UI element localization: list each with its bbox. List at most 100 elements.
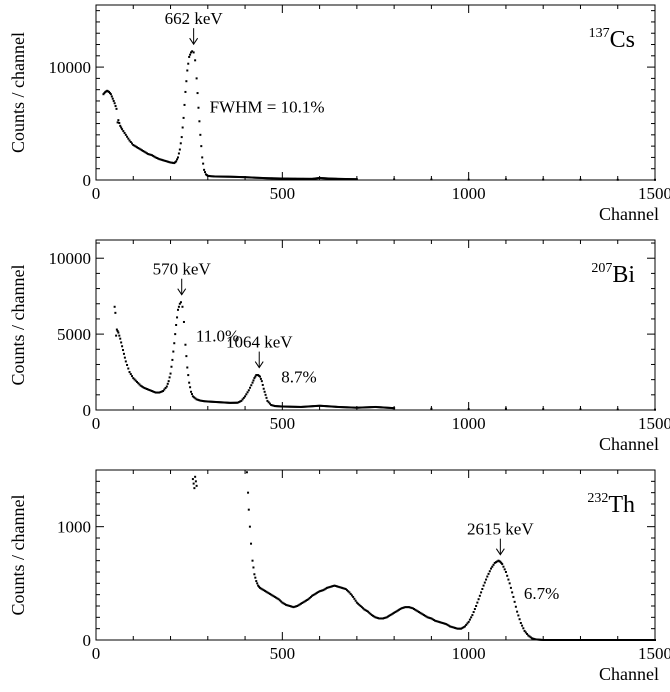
data-point <box>271 594 274 597</box>
data-point <box>113 305 116 308</box>
data-point <box>109 93 112 96</box>
data-point <box>176 156 179 159</box>
data-point <box>624 639 627 641</box>
data-point <box>179 301 182 304</box>
data-point <box>209 400 212 403</box>
data-point <box>316 177 319 180</box>
data-point <box>213 175 216 178</box>
data-point <box>458 627 461 630</box>
data-point <box>150 390 153 393</box>
data-point <box>281 405 284 408</box>
data-point <box>266 399 269 402</box>
data-point <box>635 639 638 641</box>
data-point <box>386 615 389 618</box>
data-point <box>297 604 300 607</box>
data-point <box>408 606 411 609</box>
data-point <box>629 639 632 641</box>
data-point <box>618 639 621 641</box>
y-tick-label: 0 <box>83 401 92 420</box>
data-point <box>246 391 249 394</box>
data-point <box>341 177 344 180</box>
data-point <box>231 401 234 404</box>
data-point <box>313 593 316 596</box>
data-point <box>184 343 187 346</box>
data-point <box>185 355 188 358</box>
data-point <box>409 606 412 609</box>
data-point <box>414 608 417 611</box>
data-point <box>127 137 130 140</box>
data-point <box>569 639 572 641</box>
data-point <box>556 639 559 641</box>
data-point <box>390 407 393 410</box>
data-point <box>139 384 142 387</box>
data-point <box>170 365 173 368</box>
data-point <box>178 302 181 305</box>
data-point <box>365 609 368 612</box>
data-point <box>309 405 312 408</box>
data-point <box>219 401 222 404</box>
data-point <box>232 175 235 178</box>
data-point <box>155 391 158 394</box>
data-point <box>253 573 256 576</box>
data-point <box>526 632 529 635</box>
isotope-symbol: Bi <box>612 262 635 288</box>
data-point <box>332 177 335 180</box>
data-point <box>258 375 261 378</box>
data-point <box>334 584 337 587</box>
data-point <box>118 121 121 124</box>
data-point <box>299 602 302 605</box>
data-point <box>220 401 223 404</box>
data-point <box>340 586 343 589</box>
data-point <box>337 177 340 180</box>
data-point <box>293 405 296 408</box>
data-point <box>277 598 280 601</box>
data-point <box>123 131 126 134</box>
data-point <box>291 605 294 608</box>
data-point <box>318 176 321 179</box>
data-point <box>463 625 466 628</box>
data-point <box>490 567 493 570</box>
data-point <box>290 177 293 180</box>
data-point <box>287 405 290 408</box>
y-tick-label: 10000 <box>49 249 92 268</box>
plot-frame <box>95 469 656 641</box>
data-point <box>342 406 345 409</box>
data-point <box>557 639 560 641</box>
data-point <box>335 585 338 588</box>
data-point <box>565 639 568 641</box>
data-point <box>291 177 294 180</box>
data-point <box>416 610 419 613</box>
data-point <box>158 391 161 394</box>
data-point <box>343 177 346 180</box>
data-point <box>233 175 236 178</box>
data-point <box>449 625 452 628</box>
data-point <box>467 620 470 623</box>
data-point <box>288 605 291 607</box>
annotation-arrowhead <box>254 361 264 369</box>
data-point <box>305 177 308 180</box>
data-point <box>177 305 180 308</box>
data-point <box>336 405 339 408</box>
data-point <box>209 175 212 178</box>
data-point <box>214 175 217 178</box>
data-point <box>194 475 197 478</box>
data-point <box>297 405 300 408</box>
data-point <box>306 177 309 180</box>
isotope-label: 207Bi <box>591 261 635 288</box>
data-point <box>291 405 294 408</box>
data-point <box>250 542 253 545</box>
data-point <box>307 177 310 180</box>
data-point <box>571 639 574 641</box>
data-point <box>274 177 277 180</box>
data-point <box>487 572 490 575</box>
data-point <box>241 176 244 179</box>
data-point <box>260 587 263 590</box>
data-point <box>229 401 232 404</box>
data-point <box>361 406 364 409</box>
data-point <box>255 176 258 179</box>
data-point <box>236 401 239 404</box>
data-point <box>336 177 339 180</box>
data-point <box>287 177 290 180</box>
data-point <box>313 405 316 408</box>
data-point <box>532 637 535 640</box>
